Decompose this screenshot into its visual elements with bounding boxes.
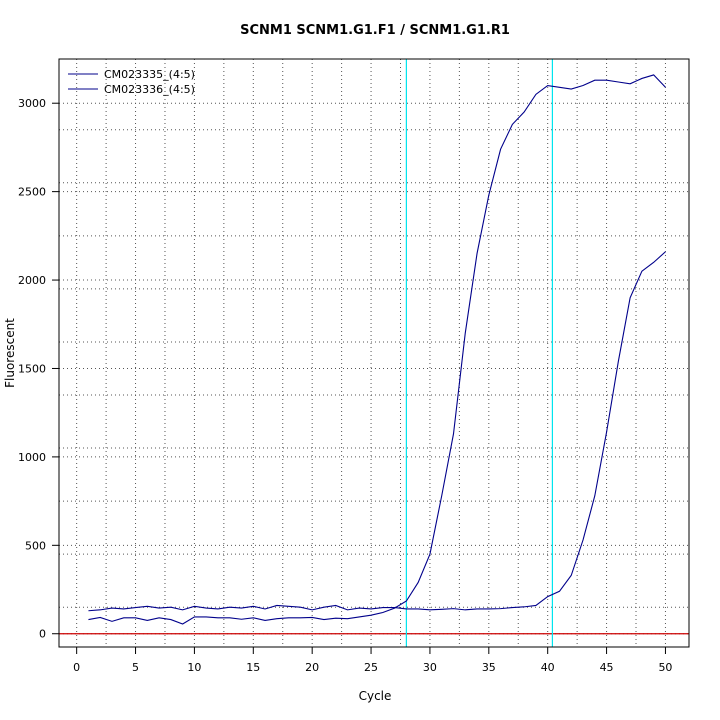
x-tick-label: 15: [246, 661, 260, 674]
plot-frame: [58, 58, 690, 648]
threshold-lines: [59, 59, 689, 647]
series-layer: [88, 74, 666, 625]
grid-layer: [59, 59, 689, 647]
x-axis: 0 5 10 15 20 25 30 35 40 45 50: [73, 646, 672, 674]
y-axis: 0 500 1000 1500 2000 2500 3000: [18, 97, 60, 641]
series-line-2: [88, 251, 666, 612]
y-tick-label: 2000: [18, 274, 46, 287]
x-tick-label: 50: [658, 661, 672, 674]
series-line-1: [88, 74, 666, 625]
x-axis-label: Cycle: [359, 689, 392, 703]
y-tick-label: 500: [25, 539, 46, 552]
x-tick-label: 45: [600, 661, 614, 674]
y-tick-label: 3000: [18, 97, 46, 110]
x-tick-label: 10: [187, 661, 201, 674]
y-tick-label: 0: [39, 628, 46, 641]
y-tick-label: 1000: [18, 451, 46, 464]
y-axis-label: Fluorescent: [3, 318, 17, 388]
x-tick-label: 0: [73, 661, 80, 674]
y-tick-label: 1500: [18, 362, 46, 375]
legend-entry-label: CM023335_(4:5): [104, 68, 195, 81]
x-tick-label: 20: [305, 661, 319, 674]
x-tick-label: 40: [541, 661, 555, 674]
y-tick-label: 2500: [18, 186, 46, 199]
legend: CM023335_(4:5) CM023336_(4:5): [68, 68, 195, 96]
x-tick-label: 25: [364, 661, 378, 674]
x-tick-label: 35: [482, 661, 496, 674]
chart-title: SCNM1 SCNM1.G1.F1 / SCNM1.G1.R1: [240, 23, 510, 38]
x-tick-label: 30: [423, 661, 437, 674]
x-tick-label: 5: [132, 661, 139, 674]
legend-entry-label: CM023336_(4:5): [104, 83, 195, 96]
